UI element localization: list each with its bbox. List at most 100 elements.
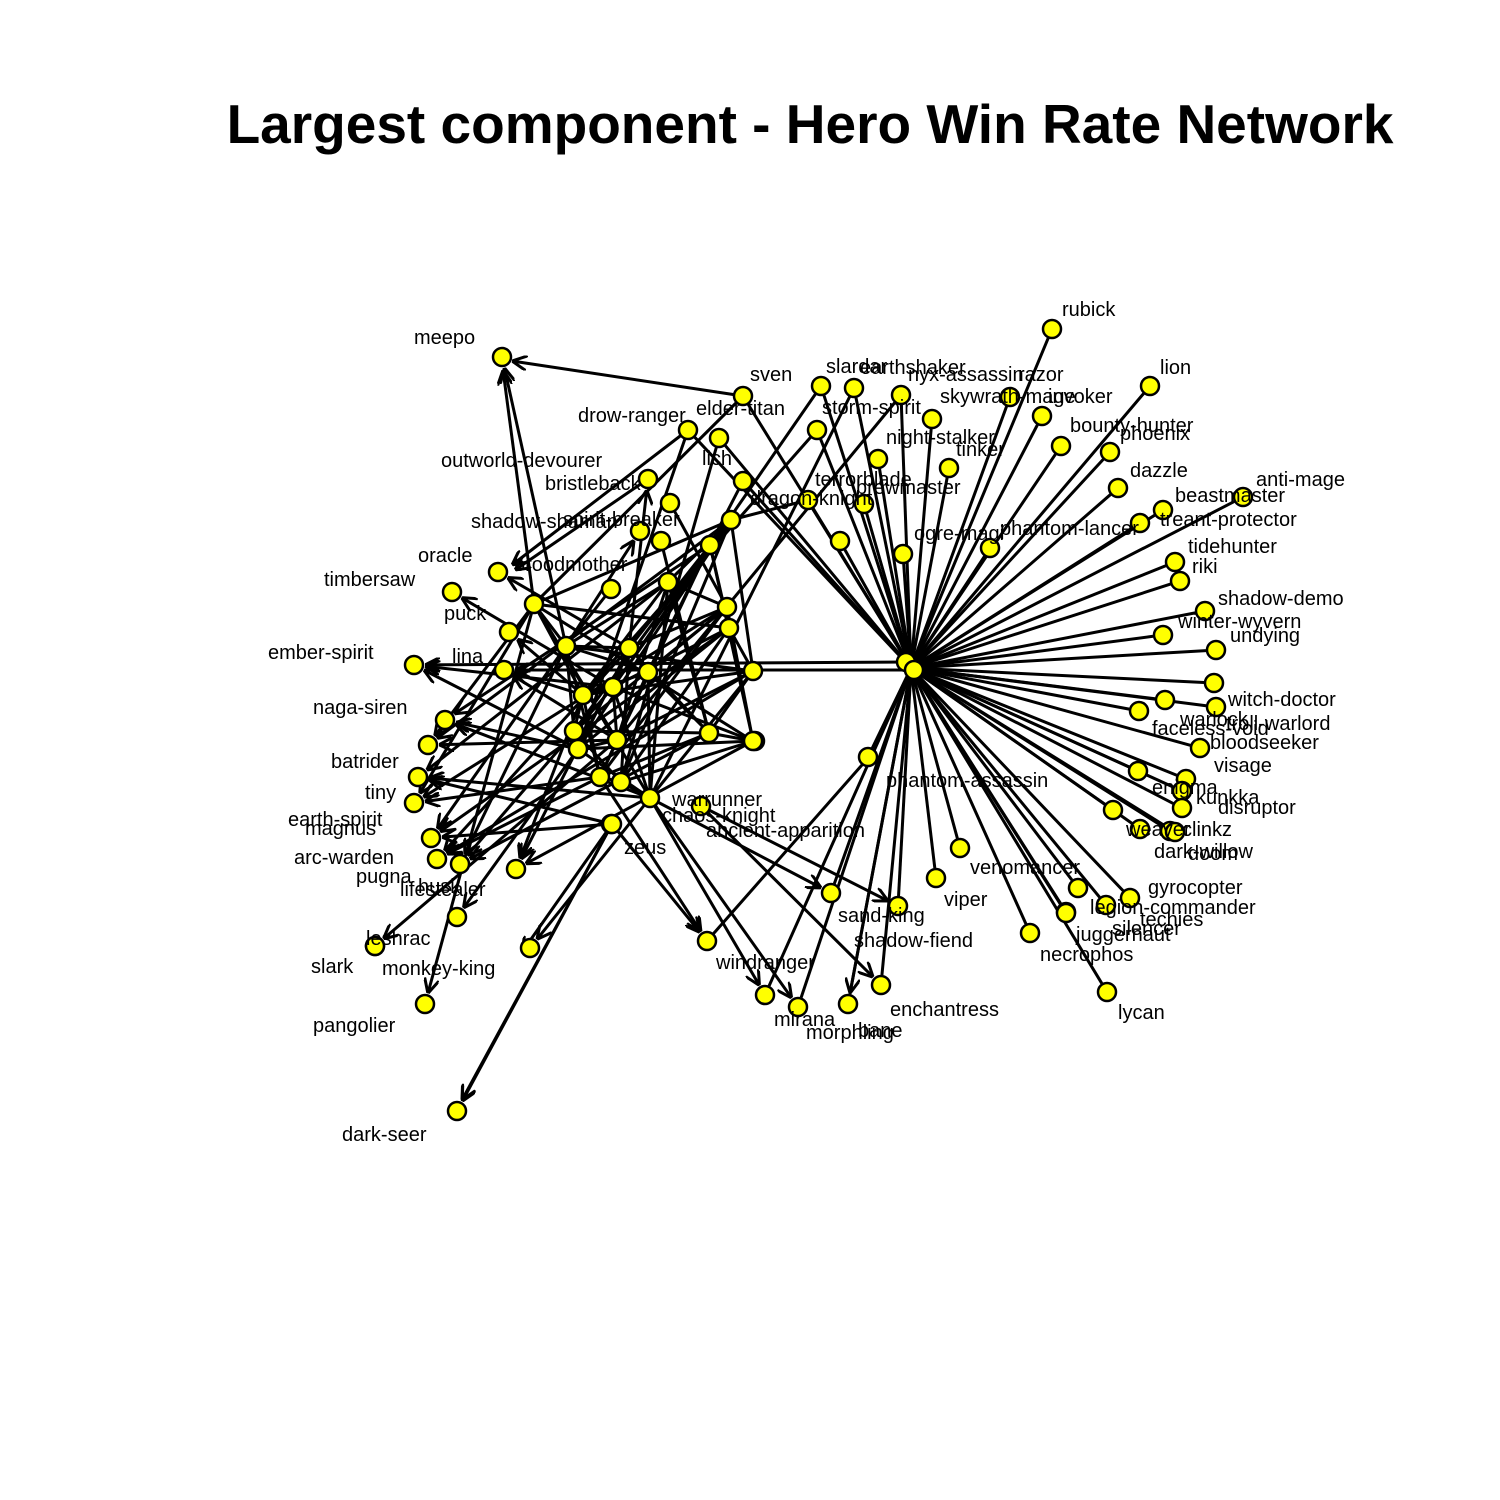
edge-core xyxy=(577,626,730,751)
node-layer xyxy=(364,318,1254,1122)
edge-core xyxy=(616,669,754,742)
node-nyx xyxy=(890,384,912,406)
node-phantomlancer xyxy=(979,537,1001,559)
label-timbersaw: timbersaw xyxy=(324,569,416,591)
node-lina xyxy=(493,659,515,681)
label-warrunner: warrunner xyxy=(671,789,762,811)
label-venomancer: venomancer xyxy=(970,857,1080,879)
edge-extra-tiny xyxy=(429,778,651,800)
node-riki xyxy=(1169,570,1191,592)
label-terror: terrorblade xyxy=(815,469,912,491)
edge-leshrac xyxy=(383,738,618,939)
node-enigma xyxy=(1127,760,1149,782)
node-lich xyxy=(732,470,754,492)
edge-core xyxy=(729,519,755,672)
node-morphling xyxy=(787,996,809,1018)
node-techies xyxy=(1095,894,1117,916)
label-earthshaker: earthshaker xyxy=(860,357,966,379)
edge-core xyxy=(646,670,711,735)
label-slardar: slardar xyxy=(826,356,887,378)
node-phoenix xyxy=(1099,441,1121,463)
edge-top-sven xyxy=(532,394,745,606)
edge-outworld-oracle xyxy=(515,477,649,570)
node-night xyxy=(867,448,889,470)
node-core-14 xyxy=(657,571,679,593)
label-phantomassassin: phantom-assassin xyxy=(886,770,1048,792)
label-witch: witch-doctor xyxy=(1227,689,1336,711)
label-disruptor: disruptor xyxy=(1218,797,1296,819)
chart-title: Largest component - Hero Win Rate Networ… xyxy=(226,93,1394,155)
label-spirit: spirit-breaker xyxy=(563,509,680,531)
node-core-21 xyxy=(903,659,925,681)
label-shadowdemon: shadow-demo xyxy=(1218,588,1344,610)
node-enchantress xyxy=(870,974,892,996)
node-necrophos xyxy=(1019,922,1041,944)
edge-top-drow xyxy=(576,429,690,750)
node-spirit xyxy=(650,530,672,552)
edge-hub-phantomlancer xyxy=(909,555,986,669)
node-skywrath xyxy=(921,408,943,430)
edge-hub-sven xyxy=(746,403,913,669)
label-husk: husk xyxy=(418,876,461,898)
label-undying: undying xyxy=(1230,625,1300,647)
node-dazzle xyxy=(1107,477,1129,499)
label-slark: slark xyxy=(311,956,354,978)
edge-hub-necrophos xyxy=(909,667,1028,925)
edge-hub-gyrocopter xyxy=(909,667,1074,881)
node-dragon xyxy=(797,489,819,511)
node-tide xyxy=(1164,551,1186,573)
label-storm: storm-spirit xyxy=(822,397,921,419)
label-arc: arc-warden xyxy=(294,847,394,869)
node-beast xyxy=(1152,499,1174,521)
label-beast: beastmaster xyxy=(1175,485,1285,507)
label-outworld: outworld-devourer xyxy=(441,450,603,472)
label-morphling: morphling xyxy=(806,1022,894,1044)
edge-hub-lycan xyxy=(909,667,1104,985)
edge-hub-terror xyxy=(865,513,913,669)
label-darkwillow: dark-willow xyxy=(1154,841,1253,863)
node-monkey xyxy=(519,937,541,959)
node-meepo xyxy=(491,346,513,368)
label-riki: riki xyxy=(1192,556,1218,578)
node-core-5 xyxy=(563,720,585,742)
node-lycan xyxy=(1096,981,1118,1003)
label-troll: troll-warlord xyxy=(1226,713,1330,735)
node-core-9 xyxy=(610,771,632,793)
label-meepo: meepo xyxy=(414,327,475,349)
edge-hub-shadowfiend xyxy=(897,667,913,897)
label-broodmother: broodmother xyxy=(514,554,628,576)
label-ancient: ancient-apparition xyxy=(706,820,865,842)
edge-b-morphling xyxy=(648,797,792,998)
label-dragon: dragon-knight xyxy=(750,488,873,510)
edge-extra2-batrider xyxy=(437,518,732,738)
node-slardar xyxy=(810,375,832,397)
edge-oracle xyxy=(508,578,630,650)
node-tiny xyxy=(407,766,429,788)
label-lina: lina xyxy=(452,646,484,668)
edge-extra2-husk xyxy=(526,739,754,864)
edge-zeus-monkey xyxy=(522,823,614,952)
edge-core xyxy=(577,739,754,751)
edge-hub-doom xyxy=(910,666,1168,828)
label-batrider: batrider xyxy=(331,751,399,773)
node-anti xyxy=(1232,486,1254,508)
label-techies: techies xyxy=(1140,909,1203,931)
edge-ember xyxy=(424,670,579,751)
node-outworld xyxy=(637,468,659,490)
edge-hub-enchantress xyxy=(880,667,913,976)
edge-extra2-tiny xyxy=(427,580,669,770)
node-sven xyxy=(732,385,754,407)
edge-hub-shadowdemon xyxy=(910,611,1196,670)
label-sandking: sand-king xyxy=(838,905,925,927)
node-disruptor xyxy=(1171,797,1193,819)
node-earthspirit xyxy=(403,792,425,814)
edge-windranger xyxy=(598,776,701,932)
node-slark xyxy=(364,935,386,957)
node-core-17 xyxy=(742,660,764,682)
node-core-10 xyxy=(639,787,661,809)
edge-hub-disruptor xyxy=(910,666,1174,805)
node-tinker xyxy=(938,457,960,479)
node-legion xyxy=(1119,887,1141,909)
edge-hub-skywrath xyxy=(909,428,933,669)
